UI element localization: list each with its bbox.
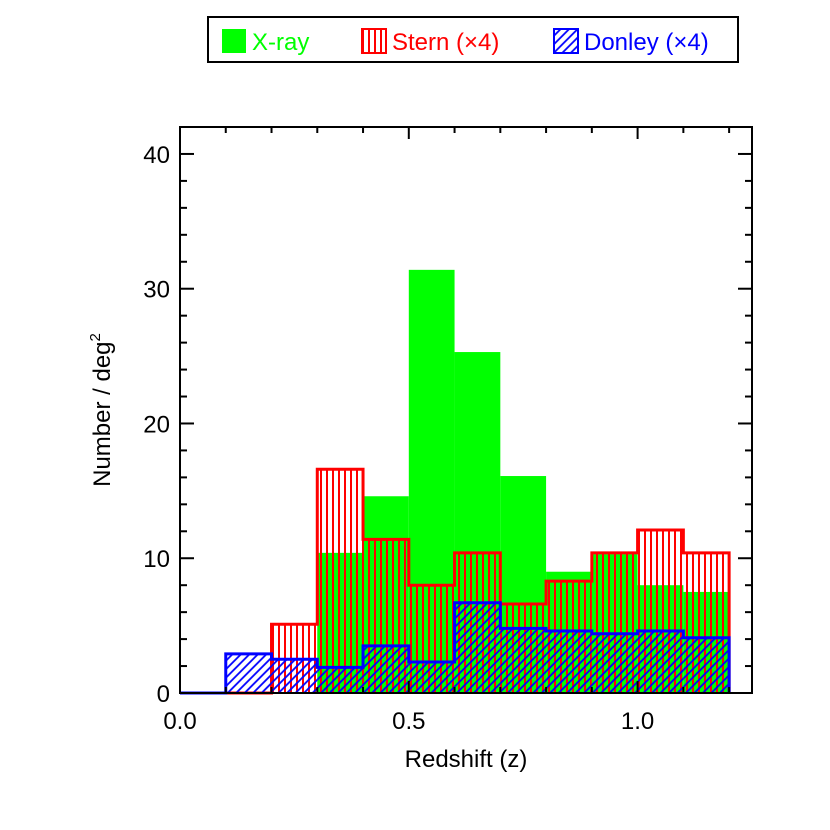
y-tick-label-3: 30 xyxy=(143,277,170,304)
bar-donley-9 xyxy=(591,633,638,693)
bar-donley-1 xyxy=(225,653,272,693)
legend-swatch-stern xyxy=(361,28,387,54)
x-tick-label-2: 1.0 xyxy=(621,708,654,735)
bars-layer xyxy=(180,269,731,695)
bar-donley-4 xyxy=(363,645,409,693)
bar-donley-3 xyxy=(317,667,364,693)
legend-label-donley: Donley (×4) xyxy=(584,29,709,56)
bar-donley-11 xyxy=(683,637,730,693)
plot-frame xyxy=(179,126,753,694)
y-tick-label-2: 20 xyxy=(143,411,170,438)
bar-donley-6 xyxy=(454,602,501,693)
outline-donley xyxy=(180,601,731,695)
bar-donley-10 xyxy=(637,631,684,693)
y-axis-title: Number / deg2 xyxy=(87,333,116,487)
outline-stern xyxy=(180,467,731,695)
legend-label-xray: X-ray xyxy=(252,29,309,56)
bar-donley-5 xyxy=(408,662,455,693)
legend-swatch-xray xyxy=(222,29,246,53)
legend-label-stern: Stern (×4) xyxy=(392,29,499,56)
bar-donley-7 xyxy=(500,628,547,693)
legend-swatch-donley xyxy=(553,28,579,54)
series-2 xyxy=(180,601,731,695)
y-axis-title-superscript: 2 xyxy=(87,333,104,341)
y-tick-label-0: 0 xyxy=(157,681,170,708)
legend: X-ray Stern (×4) Donley (×4) xyxy=(207,16,739,63)
bar-stern-3 xyxy=(317,469,364,693)
bar-donley-8 xyxy=(546,631,592,693)
y-axis-title-text: Number / deg xyxy=(89,341,116,486)
y-tick-label-1: 10 xyxy=(143,546,170,573)
x-axis-title: Redshift (z) xyxy=(405,746,528,773)
x-tick-label-0: 0.0 xyxy=(163,708,196,735)
bar-donley-2 xyxy=(271,659,318,693)
legend-box xyxy=(207,16,739,63)
x-tick-label-1: 0.5 xyxy=(392,708,425,735)
y-tick-label-4: 40 xyxy=(143,142,170,169)
ticks-layer: 0.0 0.5 1.0 0 10 20 30 40 xyxy=(143,126,752,735)
